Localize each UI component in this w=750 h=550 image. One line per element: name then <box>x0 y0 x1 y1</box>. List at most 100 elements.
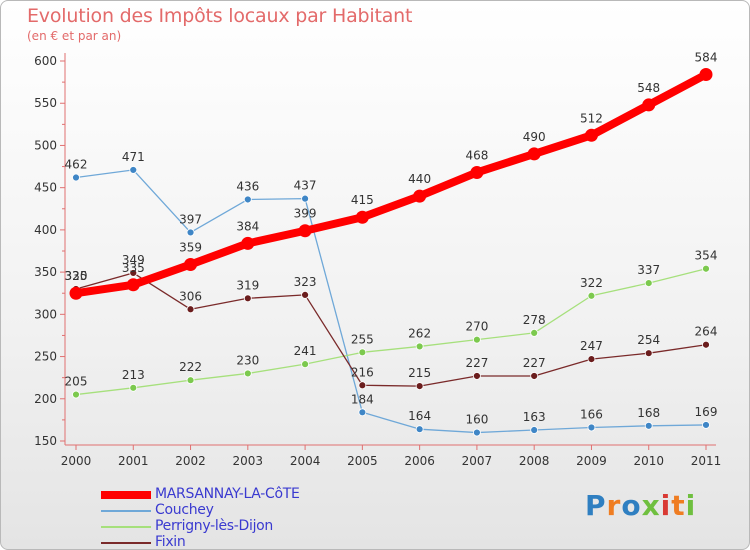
data-point <box>415 425 424 434</box>
data-point <box>126 278 140 292</box>
x-tick-label: 2004 <box>290 454 321 468</box>
data-label: 415 <box>351 193 374 207</box>
y-tick-label: 300 <box>34 307 57 321</box>
data-point <box>72 390 80 399</box>
data-label: 306 <box>179 289 202 303</box>
x-tick-label: 2008 <box>519 454 550 468</box>
data-point <box>473 335 481 344</box>
x-tick-label: 2000 <box>61 454 92 468</box>
data-point <box>413 189 427 203</box>
data-label: 163 <box>523 410 546 424</box>
data-label: 323 <box>294 275 317 289</box>
legend-label: Perrigny-lès-Dijon <box>155 518 274 534</box>
data-label: 462 <box>65 158 88 172</box>
data-point <box>243 294 252 303</box>
legend-label: MARSANNAY-LA-CôTE <box>155 486 300 502</box>
data-label: 490 <box>523 130 546 144</box>
legend-swatch <box>101 510 151 512</box>
data-point <box>301 291 309 299</box>
y-tick-label: 350 <box>34 265 57 279</box>
data-point <box>702 421 710 429</box>
data-label: 213 <box>122 368 145 382</box>
data-point <box>358 408 367 417</box>
data-label: 584 <box>695 51 718 65</box>
data-point <box>702 264 710 273</box>
series-lines <box>72 70 710 434</box>
chart-title: Evolution des Impôts locaux par Habitant <box>27 5 413 27</box>
legend-label: Couchey <box>155 502 214 518</box>
x-tick-label: 2009 <box>576 454 607 468</box>
data-point <box>587 423 596 432</box>
logo-letter: t <box>671 489 686 522</box>
y-tick-label: 400 <box>34 223 57 237</box>
data-label: 322 <box>580 276 603 290</box>
x-tick-label: 2001 <box>118 454 149 468</box>
chart-subtitle: (en € et par an) <box>27 29 122 43</box>
data-label: 227 <box>465 356 488 370</box>
logo-letter: r <box>606 489 622 522</box>
logo-letter: o <box>621 489 642 522</box>
data-point <box>184 258 198 272</box>
data-point <box>584 128 598 142</box>
data-label: 548 <box>637 81 660 95</box>
data-label: 168 <box>637 406 660 420</box>
logo-letter: x <box>641 489 661 522</box>
series-line-3 <box>75 272 707 387</box>
data-label: 169 <box>695 405 718 419</box>
data-label: 319 <box>236 278 259 292</box>
data-point <box>186 376 195 385</box>
x-tick-label: 2005 <box>347 454 378 468</box>
data-labels: 462 471 397 436 437 184 164 160 163 166 168 169 205 2… <box>65 51 718 427</box>
data-point <box>642 98 656 112</box>
data-point <box>415 342 424 351</box>
data-point <box>301 194 309 203</box>
data-point <box>644 421 653 430</box>
series-points <box>69 68 713 437</box>
data-point <box>186 228 195 237</box>
data-point <box>186 305 195 314</box>
data-label: 471 <box>122 150 145 164</box>
data-label: 241 <box>294 344 317 358</box>
data-point <box>587 291 596 300</box>
data-point <box>702 340 710 349</box>
data-label: 337 <box>637 263 660 277</box>
data-label: 437 <box>294 179 317 193</box>
data-point <box>644 349 653 358</box>
logo-letter: i <box>685 489 697 522</box>
data-label: 335 <box>122 261 145 275</box>
data-label: 397 <box>179 212 202 226</box>
data-label: 399 <box>294 207 317 221</box>
data-label: 349 <box>122 253 145 267</box>
data-label: 264 <box>695 325 718 339</box>
legend-label: Fixin <box>155 534 186 550</box>
proxiti-logo: Proxiti <box>585 489 696 522</box>
legend-swatch <box>101 526 151 528</box>
data-point <box>301 360 309 369</box>
data-point <box>527 147 541 161</box>
series-line-2 <box>75 268 707 396</box>
data-label: 468 <box>465 148 488 162</box>
data-point <box>241 236 255 250</box>
data-label: 512 <box>580 111 603 125</box>
data-label: 205 <box>65 375 88 389</box>
data-point <box>530 372 539 380</box>
data-label: 440 <box>408 172 431 186</box>
y-tick-label: 550 <box>34 96 57 110</box>
data-label: 354 <box>695 249 718 263</box>
y-tick-label: 450 <box>34 181 57 195</box>
y-tick-label: 250 <box>34 350 57 364</box>
data-label: 247 <box>580 339 603 353</box>
data-point <box>72 173 80 182</box>
data-point <box>587 355 596 363</box>
y-tick-label: 600 <box>34 54 57 68</box>
data-label: 436 <box>236 179 259 193</box>
data-point <box>243 195 252 204</box>
data-point <box>298 224 312 238</box>
data-point <box>530 329 539 337</box>
data-label: 255 <box>351 332 374 346</box>
data-point <box>358 348 367 357</box>
logo-letter: i <box>660 489 672 522</box>
data-label: 278 <box>523 313 546 327</box>
